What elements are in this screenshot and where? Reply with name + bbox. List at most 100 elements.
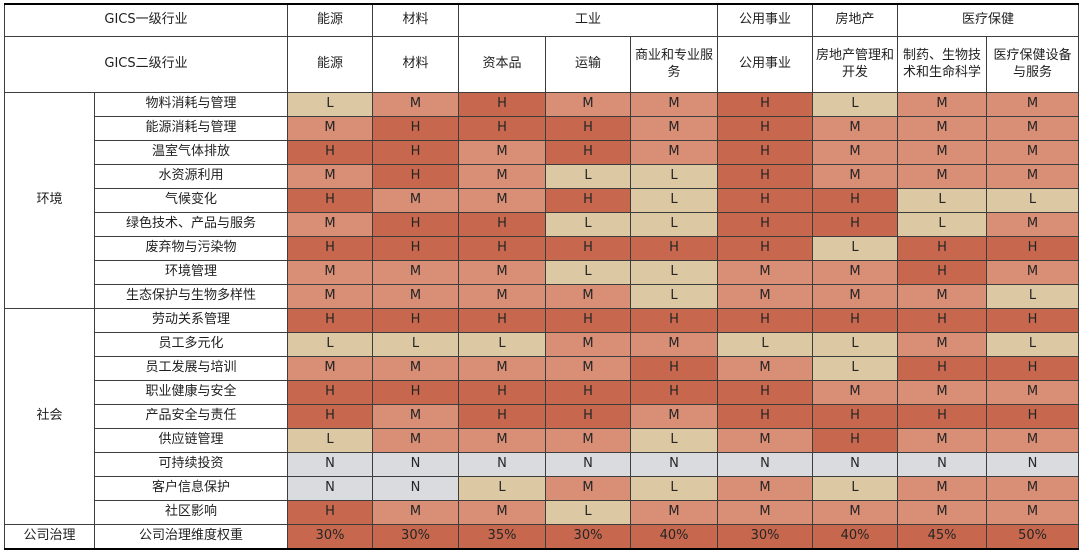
rating-cell: H — [458, 404, 546, 429]
rating-cell: M — [458, 500, 546, 525]
rating-cell: L — [458, 332, 546, 357]
row-label: 温室气体排放 — [94, 140, 288, 165]
section-label: 公司治理 — [4, 524, 95, 550]
rating-cell: H — [897, 236, 988, 261]
rating-cell: M — [812, 116, 899, 141]
rating-cell: M — [629, 92, 719, 117]
rating-cell: H — [717, 164, 814, 189]
rating-cell: H — [372, 140, 459, 165]
rating-cell: L — [458, 476, 546, 501]
table-row: 社区影响 H M M L M M M M M — [5, 500, 1080, 525]
rating-cell: M — [287, 260, 373, 285]
rating-cell: M — [545, 284, 631, 309]
rating-cell: H — [458, 116, 546, 141]
row-label: 环境管理 — [94, 260, 288, 285]
rating-cell: M — [812, 164, 899, 189]
rating-cell: H — [897, 308, 988, 333]
rating-cell: M — [986, 428, 1080, 453]
rating-cell: M — [812, 500, 899, 525]
rating-cell: M — [458, 140, 546, 165]
rating-cell: H — [372, 236, 459, 261]
rating-cell: N — [287, 452, 373, 477]
rating-cell: H — [545, 308, 631, 333]
rating-cell: M — [897, 500, 988, 525]
rating-cell: H — [458, 380, 546, 405]
table-row: 温室气体排放 H H M H M H M M M — [5, 140, 1080, 165]
rating-cell: M — [812, 140, 899, 165]
rating-cell: H — [287, 404, 373, 429]
rating-cell: H — [372, 116, 459, 141]
row-label: 员工发展与培训 — [94, 356, 288, 381]
gics-level2-header-row: GICS二级行业 能源 材料 资本品 运输 商业和专业服务 公用事业 房地产管理… — [4, 36, 1080, 93]
rating-cell: H — [287, 500, 373, 525]
level2-header-transportation: 运输 — [545, 36, 631, 93]
rating-cell: M — [717, 284, 814, 309]
table-row: 公司治理 公司治理维度权重 30% 30% 35% 30% 40% 30% 40% 45% 50% — [4, 524, 1080, 550]
row-label: 绿色技术、产品与服务 — [94, 212, 288, 237]
rating-cell: M — [458, 356, 546, 381]
section-label: 社会 — [4, 308, 95, 525]
rating-cell: L — [545, 212, 631, 237]
rating-cell: L — [812, 476, 899, 501]
rating-cell: H — [287, 188, 373, 213]
rating-cell: H — [717, 380, 814, 405]
gics-level1-corner-label: GICS一级行业 — [4, 3, 288, 37]
rating-cell: M — [629, 116, 719, 141]
level2-header-materials: 材料 — [372, 36, 459, 93]
level1-header-energy: 能源 — [287, 3, 373, 37]
rating-cell: H — [545, 116, 631, 141]
rating-cell: H — [812, 428, 899, 453]
weight-cell: 40% — [812, 524, 899, 550]
rating-cell: H — [986, 356, 1080, 381]
rating-cell: H — [629, 308, 719, 333]
rating-cell: H — [545, 380, 631, 405]
rating-cell: L — [812, 236, 899, 261]
section-label: 环境 — [4, 92, 95, 309]
rating-cell: M — [717, 428, 814, 453]
row-label: 能源消耗与管理 — [94, 116, 288, 141]
rating-cell: L — [629, 212, 719, 237]
rating-cell: L — [812, 332, 899, 357]
rating-cell: L — [287, 428, 373, 453]
row-label: 社区影响 — [94, 500, 288, 525]
row-label: 公司治理维度权重 — [94, 524, 288, 550]
rating-cell: M — [545, 428, 631, 453]
rating-cell: H — [812, 188, 899, 213]
row-label: 产品安全与责任 — [94, 404, 288, 429]
weight-cell: 35% — [458, 524, 546, 550]
weight-cell: 30% — [545, 524, 631, 550]
rating-cell: M — [458, 260, 546, 285]
table-row: 能源消耗与管理 M H H H M H M M M — [5, 116, 1080, 141]
rating-cell: L — [812, 92, 899, 117]
rating-cell: M — [287, 284, 373, 309]
rating-cell: M — [287, 356, 373, 381]
rating-cell: L — [545, 500, 631, 525]
rating-cell: H — [717, 92, 814, 117]
rating-cell: M — [629, 332, 719, 357]
rating-cell: N — [287, 476, 373, 501]
rating-cell: M — [897, 284, 988, 309]
weight-cell: 40% — [629, 524, 719, 550]
rating-cell: M — [545, 356, 631, 381]
rating-cell: L — [812, 356, 899, 381]
rating-cell: N — [545, 452, 631, 477]
rating-cell: H — [287, 308, 373, 333]
rating-cell: M — [372, 428, 459, 453]
weight-cell: 30% — [717, 524, 814, 550]
rating-cell: M — [986, 500, 1080, 525]
rating-cell: L — [372, 332, 459, 357]
row-label: 劳动关系管理 — [94, 308, 288, 333]
rating-cell: M — [287, 164, 373, 189]
rating-cell: M — [986, 476, 1080, 501]
rating-cell: H — [897, 356, 988, 381]
rating-cell: H — [986, 308, 1080, 333]
row-label: 气候变化 — [94, 188, 288, 213]
level1-header-utilities: 公用事业 — [717, 3, 814, 37]
rating-cell: N — [812, 452, 899, 477]
rating-cell: M — [897, 116, 988, 141]
table-row: 绿色技术、产品与服务 M H H L L H H L M — [5, 212, 1080, 237]
rating-cell: L — [629, 164, 719, 189]
rating-cell: M — [287, 212, 373, 237]
rating-cell: H — [897, 404, 988, 429]
rating-cell: H — [458, 212, 546, 237]
